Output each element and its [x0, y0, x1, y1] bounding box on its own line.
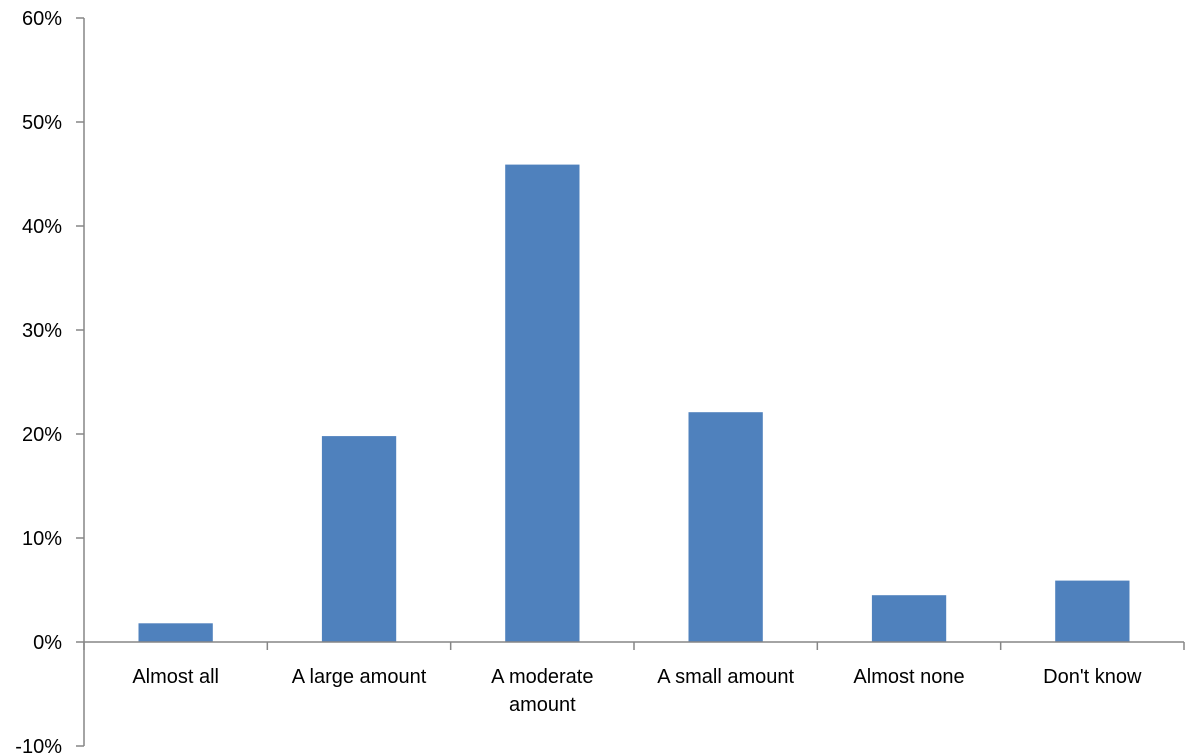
bar-2 — [505, 164, 580, 642]
x-category-label-0: Almost all — [132, 666, 219, 688]
y-tick-label-4: 30% — [22, 320, 62, 342]
y-tick-label-5: 40% — [22, 216, 62, 238]
y-tick-label-2: 10% — [22, 528, 62, 550]
x-category-label-4: Almost none — [853, 666, 964, 688]
bar-5 — [1055, 580, 1130, 642]
x-category-label-1: A large amount — [292, 666, 427, 688]
x-category-label-3: A small amount — [657, 666, 794, 688]
bars-group — [138, 164, 1130, 642]
y-tick-label-1: 0% — [33, 632, 62, 654]
axes-group — [76, 17, 1185, 747]
y-tick-label-7: 60% — [22, 8, 62, 30]
bar-1 — [321, 436, 397, 642]
bar-3 — [688, 412, 763, 642]
y-tick-labels: -10% 0% 10% 20% 30% 40% 50% 60% — [15, 8, 62, 756]
y-tick-label-6: 50% — [22, 112, 62, 134]
x-category-label-5: Don't know — [1043, 666, 1142, 688]
bar-0 — [138, 623, 213, 642]
bar-4 — [871, 595, 947, 642]
x-category-label-2: A moderate amount — [491, 666, 593, 716]
y-tick-label-3: 20% — [22, 424, 62, 446]
y-tick-label-0: -10% — [15, 736, 62, 756]
x-category-labels: Almost all A large amount A moderate amount… — [132, 666, 1142, 716]
